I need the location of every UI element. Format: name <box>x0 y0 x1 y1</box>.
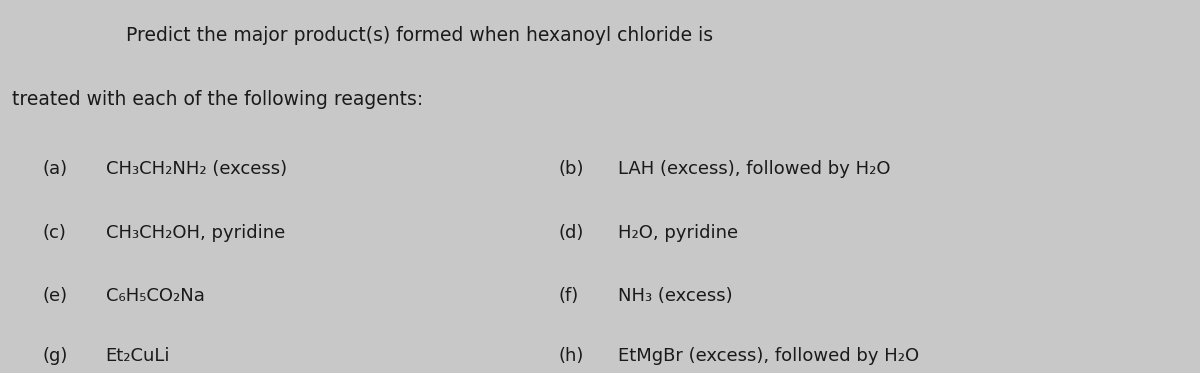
Text: NH₃ (excess): NH₃ (excess) <box>618 287 733 305</box>
Text: (c): (c) <box>42 224 66 242</box>
Text: (f): (f) <box>558 287 578 305</box>
Text: LAH (excess), followed by H₂O: LAH (excess), followed by H₂O <box>618 160 890 178</box>
Text: (d): (d) <box>558 224 583 242</box>
Text: (e): (e) <box>42 287 67 305</box>
Text: (a): (a) <box>42 160 67 178</box>
Text: CH₃CH₂NH₂ (excess): CH₃CH₂NH₂ (excess) <box>106 160 287 178</box>
Text: Et₂CuLi: Et₂CuLi <box>106 347 170 365</box>
Text: treated with each of the following reagents:: treated with each of the following reage… <box>12 90 424 109</box>
Text: (h): (h) <box>558 347 583 365</box>
Text: (g): (g) <box>42 347 67 365</box>
Text: EtMgBr (excess), followed by H₂O: EtMgBr (excess), followed by H₂O <box>618 347 919 365</box>
Text: H₂O, pyridine: H₂O, pyridine <box>618 224 738 242</box>
Text: CH₃CH₂OH, pyridine: CH₃CH₂OH, pyridine <box>106 224 284 242</box>
Text: (b): (b) <box>558 160 583 178</box>
Text: C₆H₅CO₂Na: C₆H₅CO₂Na <box>106 287 204 305</box>
Text: Predict the major product(s) formed when hexanoyl chloride is: Predict the major product(s) formed when… <box>126 26 713 45</box>
